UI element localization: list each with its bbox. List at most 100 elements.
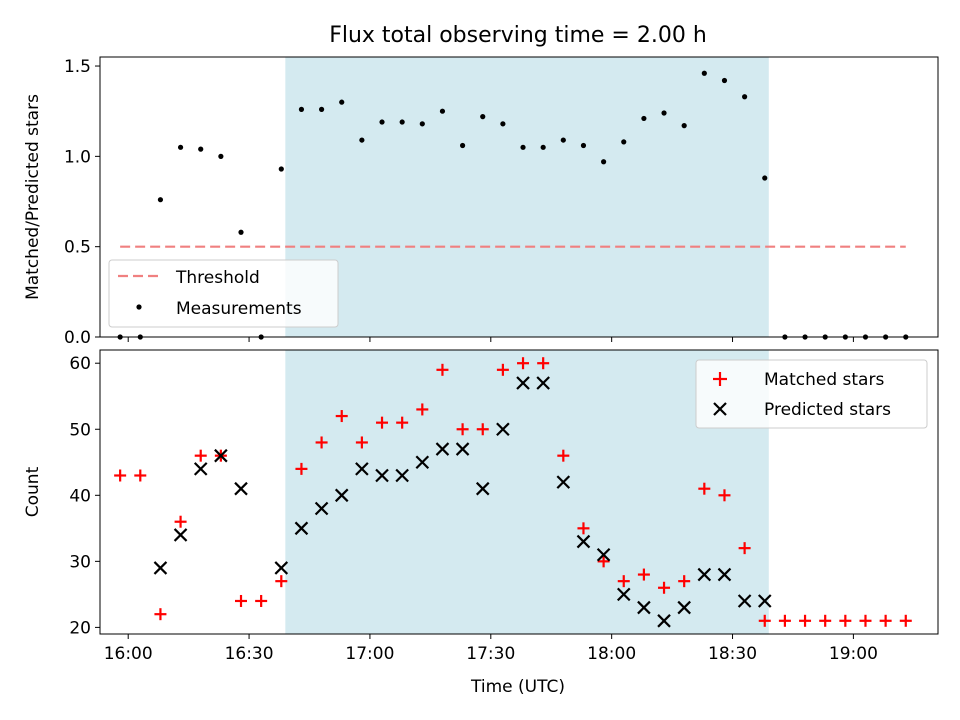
measurement-point bbox=[742, 94, 748, 100]
top-legend-box bbox=[108, 259, 339, 328]
matched-star-marker bbox=[799, 614, 812, 627]
y-tick-label: 50 bbox=[69, 420, 91, 440]
legend-matched-swatch bbox=[713, 372, 727, 386]
legend-predicted-swatch bbox=[713, 402, 727, 416]
y-tick-label: 0.0 bbox=[64, 328, 91, 348]
top-panel: 0.0 0.5 1.0 1.5 Matched/Predicted stars Thr… bbox=[23, 56, 939, 348]
top-x-axis bbox=[127, 337, 854, 342]
matched-stars-points bbox=[114, 357, 912, 627]
measurement-point bbox=[177, 144, 184, 150]
matched-star-marker bbox=[396, 416, 409, 429]
measurement-point bbox=[439, 108, 446, 114]
predicted-star-marker bbox=[717, 567, 732, 582]
matched-star-marker bbox=[174, 515, 187, 528]
measurement-point bbox=[540, 144, 546, 150]
matched-star-marker bbox=[819, 614, 832, 627]
matched-star-marker bbox=[416, 403, 429, 416]
measurement-point bbox=[580, 142, 587, 149]
matched-star-marker bbox=[476, 423, 489, 436]
top-plot-frame bbox=[99, 56, 939, 338]
measurement-points bbox=[117, 70, 909, 340]
predicted-star-marker bbox=[516, 376, 530, 390]
bottom-y-axis: 20 30 40 50 60 bbox=[69, 354, 100, 638]
measurement-point bbox=[601, 159, 607, 165]
matched-star-marker bbox=[678, 575, 691, 588]
matched-star-marker bbox=[577, 522, 590, 535]
predicted-star-marker bbox=[274, 561, 289, 575]
predicted-star-marker bbox=[193, 462, 208, 476]
matched-star-marker bbox=[114, 469, 127, 482]
predicted-stars-points bbox=[153, 376, 772, 628]
measurement-point bbox=[238, 229, 244, 235]
top-shade-region bbox=[285, 57, 769, 337]
matched-star-marker bbox=[154, 608, 167, 621]
legend-matched-label: Matched stars bbox=[764, 370, 884, 390]
predicted-star-marker bbox=[415, 455, 430, 470]
x-tick-label: 17:00 bbox=[345, 644, 394, 664]
measurement-point bbox=[721, 77, 728, 84]
measurement-point bbox=[298, 106, 305, 112]
matched-star-marker bbox=[537, 357, 550, 370]
measurement-point bbox=[379, 119, 385, 125]
bottom-shade-region bbox=[285, 350, 769, 634]
predicted-star-marker bbox=[637, 600, 651, 615]
measurement-point bbox=[701, 70, 707, 76]
matched-star-marker bbox=[698, 482, 711, 495]
predicted-star-marker bbox=[596, 547, 611, 562]
matched-star-marker bbox=[517, 357, 530, 370]
measurement-point bbox=[278, 166, 284, 172]
bottom-legend: Matched stars Predicted stars bbox=[695, 359, 928, 429]
matched-star-marker bbox=[295, 462, 308, 475]
measurement-point bbox=[681, 123, 687, 129]
predicted-star-marker bbox=[234, 481, 248, 496]
matched-star-marker bbox=[275, 575, 288, 588]
x-tick-label: 17:30 bbox=[466, 644, 515, 664]
matched-star-marker bbox=[658, 581, 671, 594]
measurement-point bbox=[399, 119, 405, 125]
matched-star-marker bbox=[315, 436, 328, 449]
legend-measurements-swatch bbox=[136, 304, 142, 310]
bottom-x-axis: 16:00 16:30 17:00 17:30 18:00 18:30 19:00 bbox=[104, 634, 878, 664]
x-tick-label: 18:30 bbox=[708, 644, 757, 664]
predicted-star-marker bbox=[677, 600, 691, 615]
measurement-point bbox=[198, 146, 204, 152]
y-tick-label: 40 bbox=[69, 486, 91, 506]
matched-star-marker bbox=[879, 614, 892, 627]
legend-predicted-label: Predicted stars bbox=[764, 400, 891, 420]
predicted-star-marker bbox=[496, 422, 510, 437]
bottom-legend-box bbox=[695, 359, 928, 429]
y-tick-label: 0.5 bbox=[64, 238, 91, 258]
predicted-star-marker bbox=[355, 462, 369, 476]
predicted-star-marker bbox=[616, 587, 631, 602]
matched-star-marker bbox=[436, 363, 449, 376]
measurement-point bbox=[520, 144, 526, 150]
measurement-point bbox=[157, 197, 164, 203]
y-tick-label: 60 bbox=[69, 354, 91, 374]
matched-star-marker bbox=[456, 423, 469, 436]
bottom-panel: 20 30 40 50 60 16:00 16:30 17:00 17:30 18:00 18:3… bbox=[23, 349, 939, 697]
matched-star-marker bbox=[617, 575, 630, 588]
predicted-star-marker bbox=[153, 561, 168, 575]
predicted-star-marker bbox=[697, 567, 712, 582]
matched-star-marker bbox=[859, 614, 872, 627]
predicted-star-marker bbox=[395, 468, 409, 483]
matched-star-marker bbox=[778, 614, 791, 627]
predicted-star-marker bbox=[214, 448, 228, 463]
matched-star-marker bbox=[839, 614, 852, 627]
x-tick-label: 16:30 bbox=[225, 644, 274, 664]
matched-star-marker bbox=[738, 542, 751, 555]
measurement-point bbox=[359, 137, 365, 143]
matched-star-marker bbox=[194, 449, 207, 462]
matched-star-marker bbox=[335, 410, 348, 423]
predicted-star-marker bbox=[657, 614, 671, 628]
measurement-point bbox=[419, 121, 425, 127]
matched-star-marker bbox=[597, 555, 610, 568]
measurement-point bbox=[560, 137, 566, 143]
matched-star-marker bbox=[355, 436, 368, 449]
predicted-star-marker bbox=[536, 376, 550, 390]
x-tick-label: 16:00 bbox=[104, 644, 153, 664]
predicted-star-marker bbox=[556, 475, 571, 489]
predicted-star-marker bbox=[455, 442, 470, 456]
matched-star-marker bbox=[899, 614, 912, 627]
